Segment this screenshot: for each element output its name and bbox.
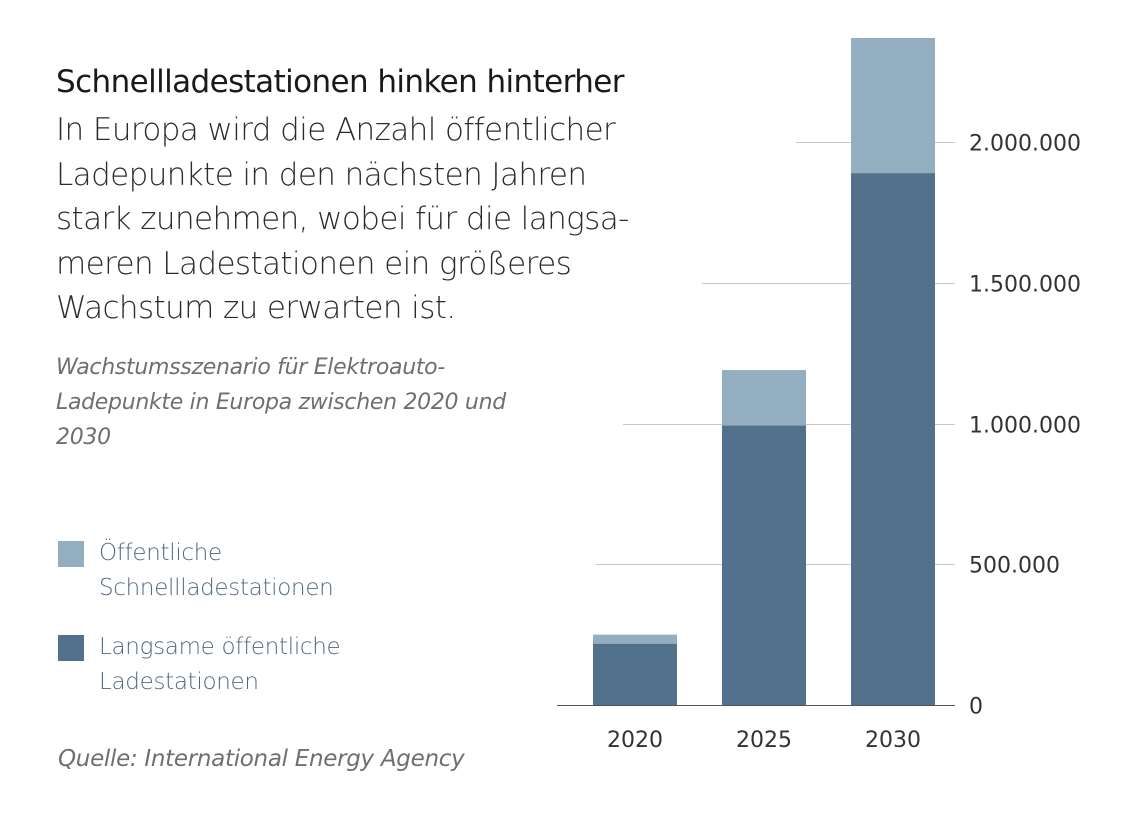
legend-item-slow: Langsame öffentliche Ladestationen (58, 630, 418, 700)
legend-label-slow-line2: Ladestationen (99, 669, 259, 695)
x-tick-label-2025: 2025 (736, 728, 792, 753)
legend-swatch-slow (58, 635, 84, 661)
legend-label-slow-line1: Langsame öffentliche (99, 634, 341, 660)
x-tick-label-2030: 2030 (865, 728, 921, 753)
bar-2025-fast (722, 370, 806, 426)
bar-2020-fast (593, 634, 677, 644)
legend-label-fast-line1: Öffentliche (99, 540, 222, 566)
bar-2020-slow (593, 643, 677, 705)
legend-label-fast-line2: Schnellladestationen (99, 575, 334, 601)
y-tick-label-4: 2.000.000 (969, 132, 1081, 157)
axes: 0 500.000 1.000.000 1.500.000 2.000.000 2020 2… (557, 132, 1081, 753)
chart-title: Schnellladestationen hinken hinterher (56, 64, 624, 100)
source-note: Quelle: International Energy Agency (58, 746, 465, 772)
x-tick-label-2020: 2020 (607, 728, 663, 753)
legend-item-fast: Öffentliche Schnellladestationen (58, 536, 418, 606)
legend: Öffentliche Schnellladestationen Langsam… (58, 536, 418, 700)
legend-swatch-fast (58, 541, 84, 567)
y-tick-label-0: 0 (969, 695, 983, 720)
y-tick-label-2: 1.000.000 (969, 414, 1081, 439)
bars (593, 38, 935, 705)
bar-2025-slow (722, 425, 806, 705)
bar-2030-fast (851, 38, 935, 174)
chart-subtitle: In Europa wird die Anzahl öffentlicher L… (56, 112, 629, 327)
chart-description: Wachstumsszenario für Elektroauto-Ladepu… (56, 355, 506, 450)
bar-2030-slow (851, 173, 935, 705)
y-tick-label-1: 500.000 (969, 554, 1060, 579)
y-tick-label-3: 1.500.000 (969, 273, 1081, 298)
